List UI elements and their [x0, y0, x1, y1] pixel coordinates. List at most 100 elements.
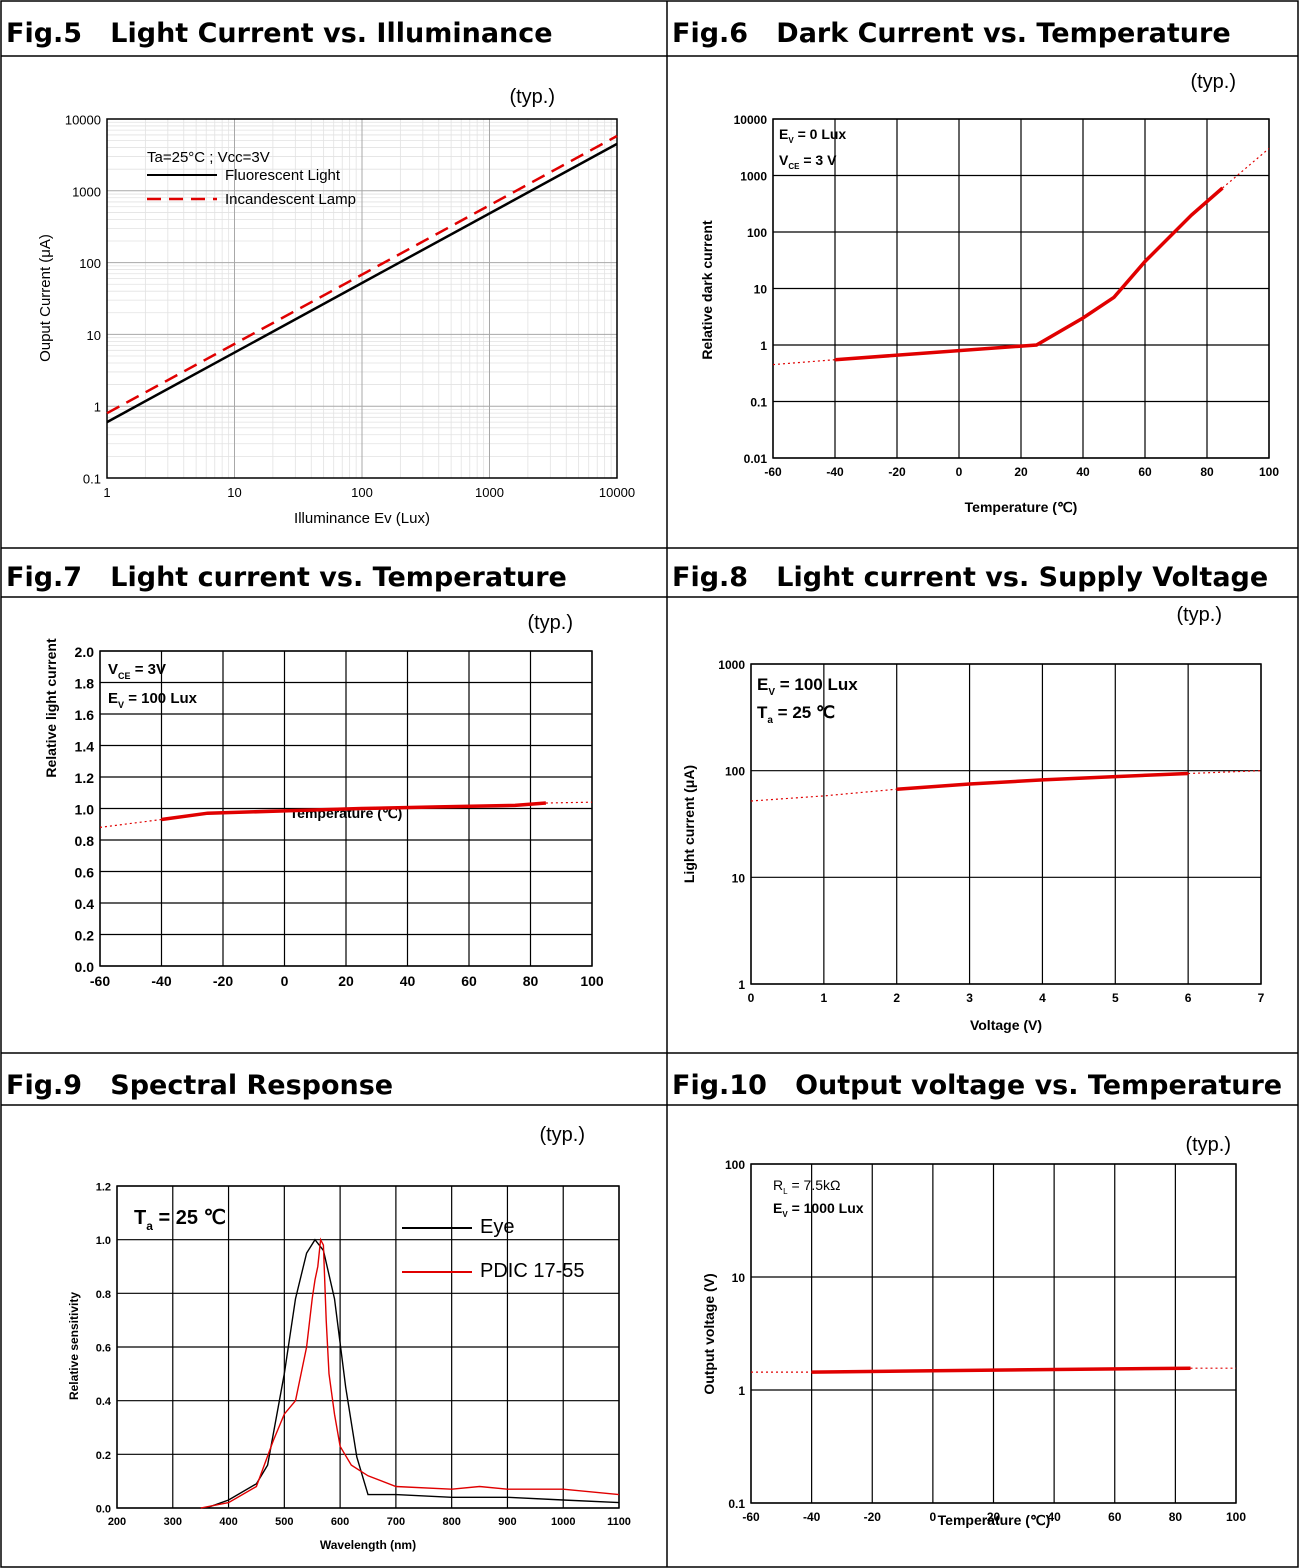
fig5-xtick-label: 1 [103, 485, 110, 500]
fig8-xtick-label: 0 [748, 991, 755, 1005]
fig9-y-axis-label: Relative sensitivity [67, 1292, 81, 1400]
fig6-plot-frame [772, 118, 1270, 459]
fig7-plot: (typ.) -60 -40 -20 0 20 40 60 80 100 0.0 0.2 0.4 0.6 0… [43, 612, 604, 989]
fig5-xtick-label: 1000 [475, 485, 504, 500]
fig5-plot: (typ.)1 10 100 1000 100000.1110100100010000I… [37, 86, 635, 527]
fig10-ytick-label: 10 [732, 1271, 746, 1285]
fig6-xtick-label: 60 [1138, 465, 1152, 479]
fig7-ytick-label: 0.4 [75, 896, 95, 912]
fig9-xtick-label: 600 [331, 1516, 349, 1528]
fig7-title: Fig.7 Light current vs. Temperature [6, 562, 567, 593]
fig7-ytick-label: 1.4 [75, 739, 95, 755]
fig5-x-axis-label: Illuminance Ev (Lux) [294, 510, 430, 527]
fig9-xtick-label: 1100 [607, 1516, 631, 1528]
fig5-legend-label-1: Incandescent Lamp [225, 191, 356, 208]
fig8-xtick-label: 3 [966, 991, 973, 1005]
fig9-typ-label: (typ.) [539, 1124, 585, 1146]
fig7-series-line-2 [545, 801, 593, 804]
fig9-plot: (typ.) 200 300 400 500 600 700 800 900 1000 1100 0.… [67, 1124, 631, 1552]
fig9-ytick-label: 0.2 [96, 1450, 111, 1462]
fig6-x-axis-label: Temperature (℃) [965, 499, 1078, 515]
fig8-xtick-label: 1 [821, 991, 828, 1005]
fig7-title-text: Light current vs. Temperature [110, 562, 567, 593]
fig9-ytick-label: 0.6 [96, 1343, 111, 1355]
fig6-annotation-0: EV = 0 Lux [779, 126, 846, 145]
fig7-ytick-label: 2.0 [75, 644, 95, 660]
fig10-xtick-label: 0 [930, 1510, 937, 1524]
fig7-annotation-0: VCE = 3V [108, 661, 166, 681]
fig8-xtick-label: 5 [1112, 991, 1119, 1005]
fig5-ytick-label: 100 [79, 256, 101, 271]
fig5-annotation-0: Ta=25°C ; Vcc=3V [147, 149, 270, 166]
fig9-xtick-label: 200 [108, 1516, 126, 1528]
fig5-typ-label: (typ.) [509, 86, 555, 108]
fig10-xtick-label: -20 [864, 1510, 882, 1524]
fig8-plot-frame [750, 663, 1262, 985]
fig7-xtick-label: 0 [281, 973, 289, 989]
fig8-title-text: Light current vs. Supply Voltage [776, 562, 1269, 593]
fig5-plot-frame [106, 118, 618, 479]
fig5-title: Fig.5 Light Current vs. Illuminance [6, 18, 553, 49]
fig6-ytick-label: 10000 [734, 113, 768, 127]
fig6-ytick-label: 0.01 [744, 452, 768, 466]
fig9-xtick-label: 700 [387, 1516, 405, 1528]
fig8-y-axis-label: Light current (μA) [681, 765, 697, 883]
fig5-xtick-label: 100 [351, 485, 373, 500]
fig7-xtick-label: 80 [523, 973, 539, 989]
fig10-xtick-label: -40 [803, 1510, 821, 1524]
fig6-ytick-label: 1 [760, 339, 767, 353]
fig6-xtick-label: -40 [826, 465, 844, 479]
fig8-series-line-0 [896, 771, 1189, 791]
fig6-ytick-label: 10 [754, 283, 768, 297]
fig7-plot-frame [99, 650, 593, 967]
fig5-number: Fig.5 [6, 18, 83, 49]
fig9-series-line-1 [200, 1237, 620, 1509]
fig7-typ-label: (typ.) [527, 612, 573, 634]
fig6-xtick-label: -20 [888, 465, 906, 479]
fig9-xtick-label: 900 [498, 1516, 516, 1528]
fig9-title-text: Spectral Response [110, 1070, 394, 1101]
fig10-annotation-1: EV = 1000 Lux [773, 1200, 864, 1219]
fig5-legend-label-0: Fluorescent Light [225, 167, 341, 184]
fig7-y-axis-label: Relative light current [43, 638, 59, 778]
fig10-y-axis-label: Output voltage (V) [701, 1273, 717, 1394]
fig8-ytick-label: 10 [732, 871, 746, 885]
fig9-annotation-0: Ta = 25 ℃ [134, 1207, 226, 1233]
fig10-ytick-label: 0.1 [728, 1497, 745, 1511]
fig10-xtick-label: 40 [1047, 1510, 1061, 1524]
fig5-series-line-0 [106, 142, 618, 424]
fig7-ytick-label: 1.8 [75, 676, 95, 692]
fig9-xtick-label: 1000 [551, 1516, 575, 1528]
fig8-title: Fig.8 Light current vs. Supply Voltage [672, 562, 1268, 593]
fig8-xtick-label: 4 [1039, 991, 1046, 1005]
fig10-xtick-label: 100 [1226, 1510, 1246, 1524]
fig5-xtick-label: 10000 [599, 485, 635, 500]
fig6-grid [772, 118, 1270, 459]
fig5-ytick-label: 10 [87, 328, 101, 343]
fig7-xtick-label: 100 [580, 973, 604, 989]
fig9-ytick-label: 0.8 [96, 1289, 111, 1301]
fig6-annotation-1: VCE = 3 V [779, 152, 837, 171]
fig8-x-axis-label: Voltage (V) [970, 1017, 1042, 1033]
fig7-xtick-label: -20 [213, 973, 233, 989]
fig8-number: Fig.8 [672, 562, 749, 593]
fig9-number: Fig.9 [6, 1070, 83, 1101]
fig8-xtick-label: 2 [893, 991, 900, 1005]
fig10-ytick-label: 1 [738, 1384, 745, 1398]
fig8-xtick-label: 6 [1185, 991, 1192, 1005]
fig7-ytick-label: 1.6 [75, 707, 95, 723]
fig6-typ-label: (typ.) [1190, 71, 1236, 93]
fig6-ytick-label: 0.1 [750, 396, 767, 410]
fig6-plot: (typ.) -60 -40 -20 0 20 40 60 80 100 0.01 0.1 1 10 100… [699, 71, 1279, 515]
fig8-typ-label: (typ.) [1176, 604, 1222, 626]
fig7-ytick-label: 1.0 [75, 802, 95, 818]
fig6-title-text: Dark Current vs. Temperature [776, 18, 1231, 49]
fig7-series-line-1 [99, 818, 162, 828]
fig6-ytick-label: 100 [747, 226, 767, 240]
fig6-number: Fig.6 [672, 18, 749, 49]
fig10-ytick-label: 100 [725, 1158, 745, 1172]
fig8-ytick-label: 1000 [718, 658, 745, 672]
fig7-xtick-label: 20 [338, 973, 354, 989]
